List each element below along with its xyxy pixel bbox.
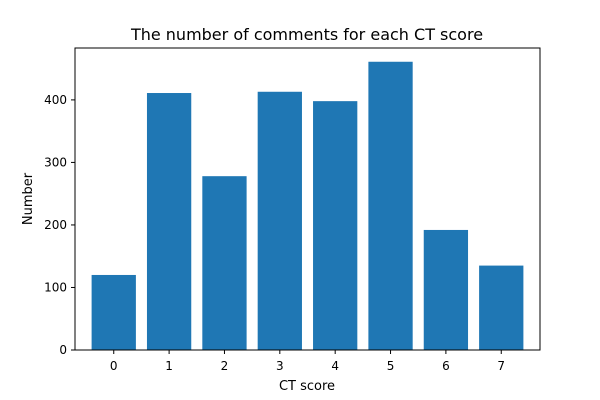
bar-6	[423, 229, 469, 350]
y-tick-label: 300	[44, 155, 67, 169]
x-tick-label: 6	[442, 359, 450, 373]
bar-3	[257, 91, 302, 350]
x-tick-label: 1	[165, 359, 173, 373]
chart-title: The number of comments for each CT score	[130, 25, 483, 44]
x-axis-label: CT score	[279, 379, 335, 394]
x-tick-label: 2	[221, 359, 229, 373]
bar-1	[146, 93, 192, 351]
y-tick-label: 0	[59, 343, 67, 357]
x-tick-label: 3	[276, 359, 284, 373]
y-axis: 0 100 200 300 400	[44, 93, 75, 357]
x-tick-label: 4	[331, 359, 339, 373]
y-tick-label: 100	[44, 280, 67, 294]
y-tick-label: 400	[44, 93, 67, 107]
x-tick-label: 7	[497, 359, 505, 373]
bar-0	[91, 274, 136, 350]
x-tick-label: 5	[387, 359, 395, 373]
y-axis-label: Number	[21, 172, 36, 225]
bars-group	[91, 61, 524, 351]
bar-7	[479, 265, 524, 350]
bar-5	[368, 61, 413, 350]
x-tick-label: 0	[110, 359, 118, 373]
x-axis: 0 1 2 3 4 5 6 7	[110, 350, 505, 373]
y-tick-label: 200	[44, 218, 67, 232]
bar-4	[313, 101, 358, 350]
plot-frame	[74, 47, 541, 351]
bar-2	[202, 176, 247, 350]
